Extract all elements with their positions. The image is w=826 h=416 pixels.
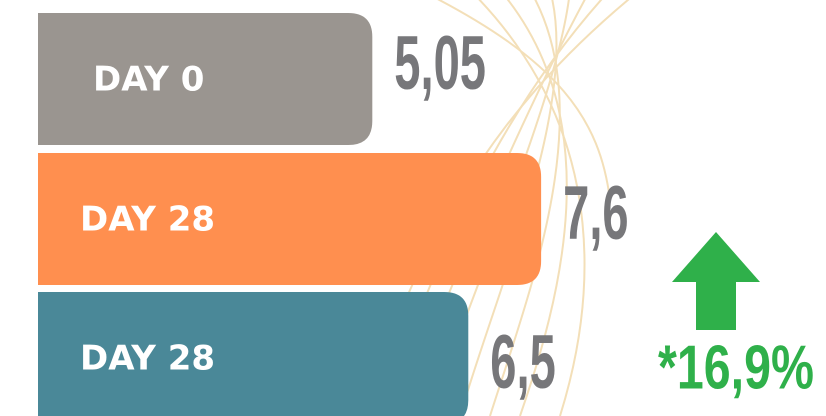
category-label: DAY 0	[93, 60, 204, 100]
value-label: 7,6	[563, 172, 628, 256]
value-label: 6,5	[490, 321, 555, 405]
value-label: 5,05	[394, 22, 486, 106]
bar	[38, 13, 373, 145]
increase-arrow	[672, 232, 760, 330]
bar	[38, 153, 542, 285]
annotation: *16,9%	[658, 333, 814, 402]
category-label: DAY 28	[80, 200, 215, 240]
category-label: DAY 28	[80, 339, 215, 379]
bar	[38, 292, 469, 416]
